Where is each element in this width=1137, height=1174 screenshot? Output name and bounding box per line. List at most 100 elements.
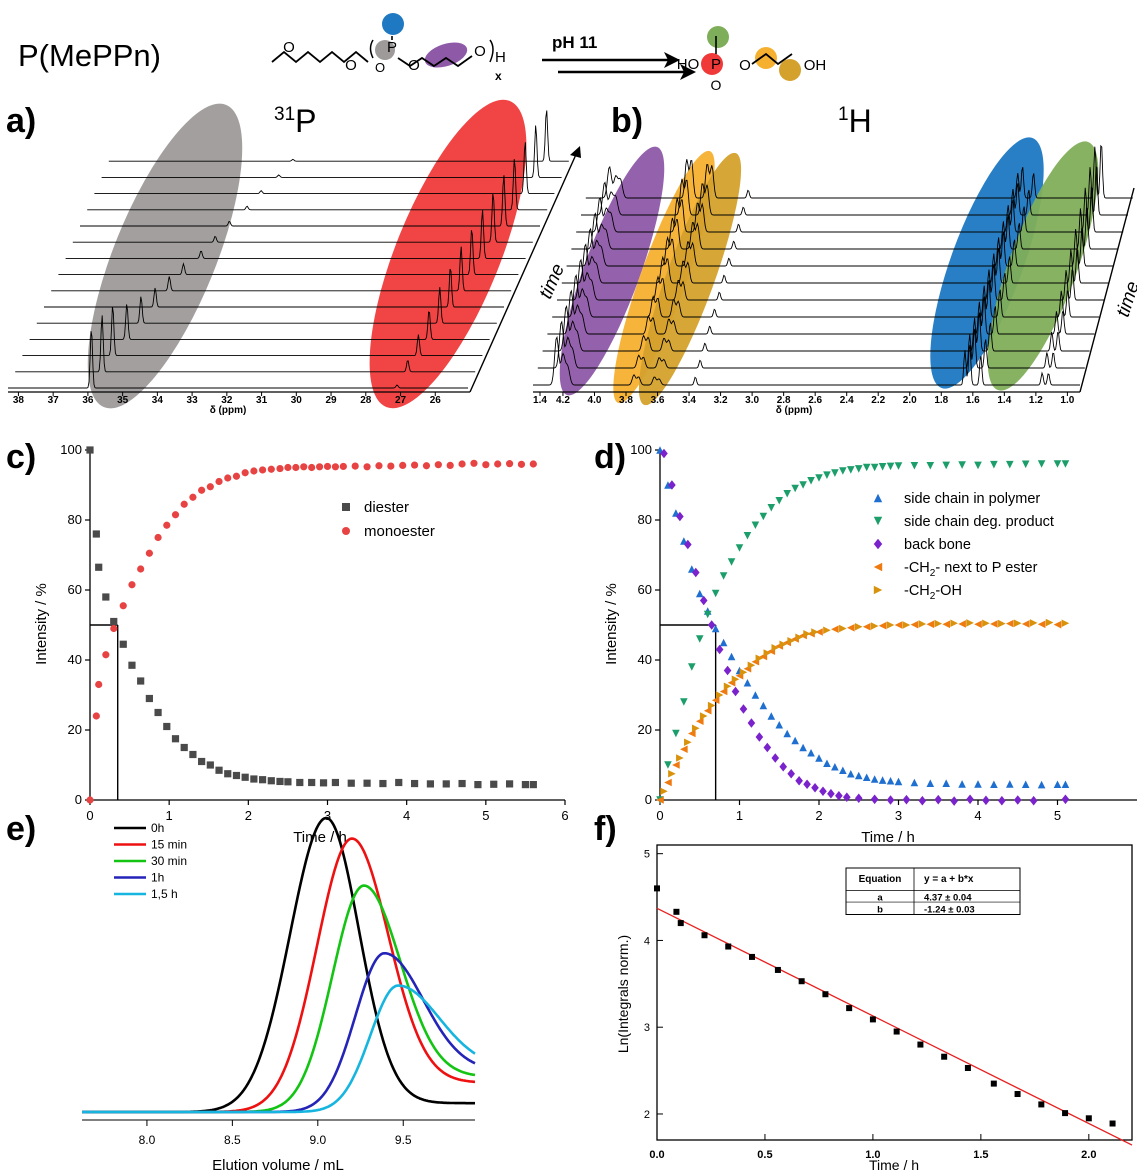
product-ho: HO: [677, 56, 700, 73]
monoester-point: [154, 533, 162, 542]
d-point: [707, 620, 716, 630]
d-point: [1021, 460, 1030, 469]
d-legend-label: -CH2-OH: [904, 583, 962, 602]
diester-point: [284, 778, 292, 786]
d-point: [1029, 795, 1038, 806]
f-fit-line: [656, 907, 1133, 1146]
d-point: [684, 539, 692, 550]
d-point: [843, 792, 851, 802]
monoester-point: [250, 467, 258, 475]
d-point: [886, 621, 895, 629]
d-point: [811, 782, 819, 793]
a-x-tick-label: 37: [48, 395, 60, 406]
b-x-tick-label: 2.0: [903, 395, 917, 406]
y-tick-label: 80: [68, 512, 82, 527]
f-x-tick-label: 1.5: [973, 1149, 988, 1161]
diester-point: [86, 446, 94, 454]
d-point: [878, 776, 887, 784]
diester-point: [198, 757, 206, 766]
b-x-axis-label: δ (ppm): [776, 405, 813, 416]
d-point: [676, 754, 684, 762]
d-point: [910, 461, 919, 470]
d-point: [950, 796, 958, 806]
spectrum-trace: [58, 230, 519, 276]
d-point: [894, 777, 903, 786]
a-time-arrowhead: [570, 146, 581, 158]
polymer-name: P(MePPn): [18, 38, 161, 73]
d-point: [926, 620, 935, 629]
spectrum-trace: [547, 289, 1095, 335]
d-point: [676, 511, 684, 522]
d-point: [688, 729, 696, 738]
d-point: [854, 793, 863, 804]
f-point: [774, 966, 781, 973]
e-x-tick-label: 9.0: [309, 1133, 326, 1147]
d-point: [735, 544, 744, 552]
monoester-point: [387, 462, 395, 470]
d-point: [795, 775, 803, 786]
d-point: [763, 742, 772, 753]
spectrum-trace: [15, 315, 476, 373]
e-curve: [82, 884, 476, 1114]
monoester-point: [276, 464, 284, 473]
e-x-axis-label: Elution volume / mL: [212, 1157, 344, 1174]
d-point: [803, 779, 811, 790]
d-point: [763, 649, 772, 657]
diester-point: [347, 779, 355, 787]
d-point: [854, 465, 863, 473]
a-x-tick-label: 27: [395, 395, 407, 406]
reactant-skeleton: [271, 50, 369, 64]
monoester-highlight-oval: [369, 99, 527, 409]
f-fit-table: Equation y = a + b*x a 4.37 ± 0.04 b -1.24 ± …: [845, 867, 1021, 915]
d-point: [894, 462, 903, 470]
product-o: O: [739, 57, 751, 74]
d-point: [787, 768, 795, 779]
b-nucleus-element: H: [849, 103, 872, 139]
monoester-point: [494, 460, 502, 468]
y-tick-label: 60: [68, 582, 82, 597]
d-point: [1061, 780, 1070, 789]
d-point: [775, 720, 784, 729]
d-point: [775, 496, 784, 505]
a-time-arrow-line: [469, 149, 579, 393]
bracket-right: [489, 39, 494, 63]
diester-highlight-oval: [87, 103, 243, 409]
diester-point: [206, 761, 214, 769]
y-tick-label: 0: [75, 792, 82, 807]
d-point: [727, 558, 736, 566]
diester-point: [458, 779, 466, 788]
d-legend-label-subscript: 2: [930, 568, 936, 579]
diester-point: [171, 735, 180, 743]
diester-point: [379, 779, 387, 788]
b-x-tick-label: 1.0: [1060, 395, 1074, 406]
d-legend-marker: [873, 493, 883, 503]
spectrum-trace: [581, 165, 1128, 216]
d-point: [974, 461, 982, 470]
diester-point: [102, 593, 110, 601]
monoester-point: [102, 651, 110, 659]
f-frame: [656, 844, 1133, 1141]
diester-point: [308, 778, 316, 787]
spectrum-trace: [533, 335, 1080, 386]
e-legend-label: 0h: [151, 821, 164, 835]
a-x-tick-label: 30: [291, 395, 303, 406]
e-x-tick-label: 8.0: [139, 1133, 156, 1147]
d-point: [1029, 619, 1038, 627]
monoester-point: [163, 521, 171, 529]
x-tick-label: 0: [86, 808, 93, 823]
d-point: [751, 691, 760, 699]
f-x-tick-label: 0.0: [649, 1149, 664, 1161]
d-point: [771, 753, 780, 763]
d-point: [719, 572, 728, 580]
d-point: [886, 776, 895, 785]
f-y-axis-label: Ln(Integrals norm.): [615, 935, 631, 1053]
spectrum-trace: [585, 144, 1133, 199]
a-x-tick-label: 32: [221, 395, 233, 406]
product-p-dot: [701, 53, 723, 75]
x-tick-label: 3: [324, 808, 331, 823]
d-point: [759, 512, 768, 521]
d-point: [902, 621, 911, 629]
d-point: [966, 619, 974, 627]
b-x-tick-label: 2.8: [777, 395, 791, 406]
